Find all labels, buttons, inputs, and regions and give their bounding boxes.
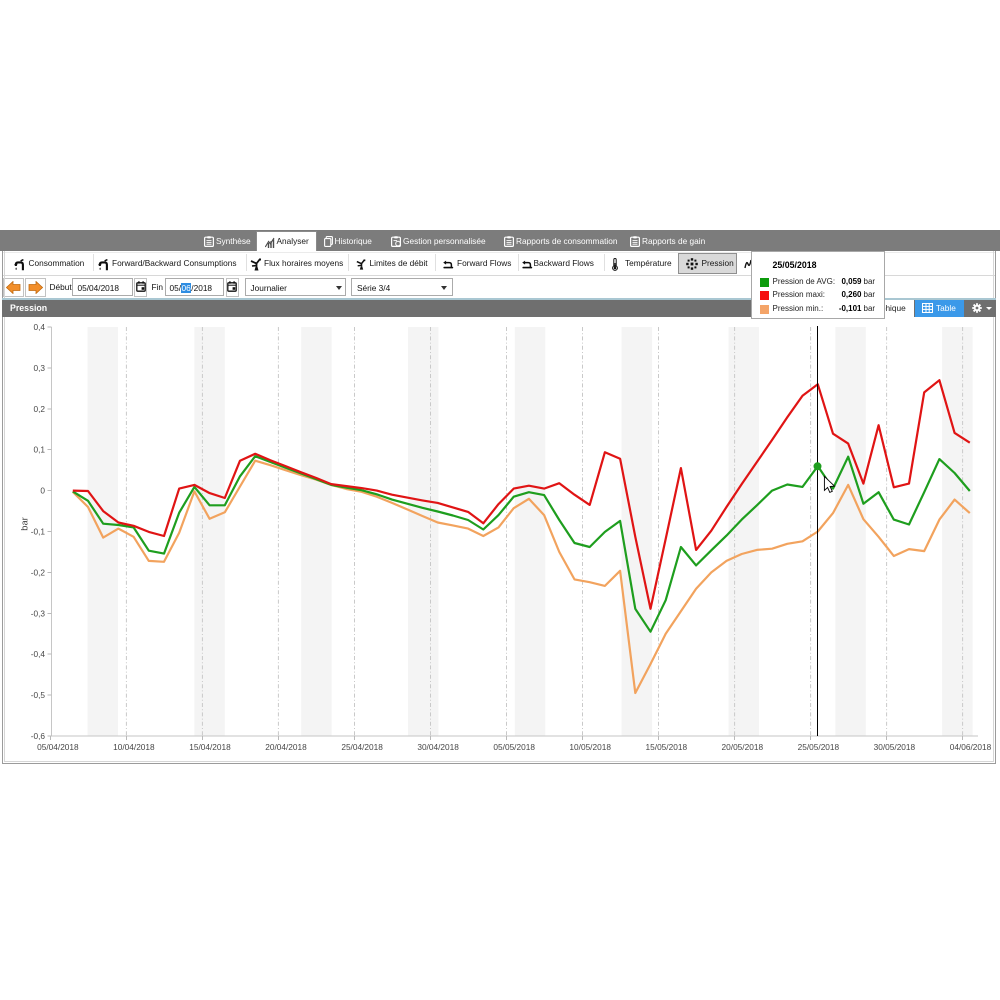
svg-text:0,4: 0,4 <box>33 322 45 332</box>
svg-text:-0,2: -0,2 <box>31 567 46 577</box>
svg-text:30/05/2018: 30/05/2018 <box>874 742 916 752</box>
svg-text:0,1: 0,1 <box>33 445 45 455</box>
svg-text:10/04/2018: 10/04/2018 <box>113 742 155 752</box>
svg-text:0: 0 <box>40 486 45 496</box>
svg-text:20/05/2018: 20/05/2018 <box>722 742 764 752</box>
svg-text:20/04/2018: 20/04/2018 <box>265 742 307 752</box>
svg-text:-0,3: -0,3 <box>31 608 46 618</box>
svg-text:0,3: 0,3 <box>33 363 45 373</box>
svg-text:25/05/2018: 25/05/2018 <box>798 742 840 752</box>
svg-text:05/04/2018: 05/04/2018 <box>37 742 79 752</box>
svg-text:04/06/2018: 04/06/2018 <box>950 742 992 752</box>
svg-text:10/05/2018: 10/05/2018 <box>569 742 611 752</box>
svg-text:-0,5: -0,5 <box>31 690 46 700</box>
svg-text:bar: bar <box>20 517 30 530</box>
svg-text:-0,4: -0,4 <box>31 649 46 659</box>
svg-text:-0,6: -0,6 <box>31 731 46 741</box>
svg-text:0,2: 0,2 <box>33 404 45 414</box>
svg-text:25/04/2018: 25/04/2018 <box>341 742 383 752</box>
svg-text:05/05/2018: 05/05/2018 <box>493 742 535 752</box>
svg-text:15/04/2018: 15/04/2018 <box>189 742 231 752</box>
svg-text:15/05/2018: 15/05/2018 <box>646 742 688 752</box>
svg-text:30/04/2018: 30/04/2018 <box>417 742 459 752</box>
svg-text:-0,1: -0,1 <box>31 527 46 537</box>
